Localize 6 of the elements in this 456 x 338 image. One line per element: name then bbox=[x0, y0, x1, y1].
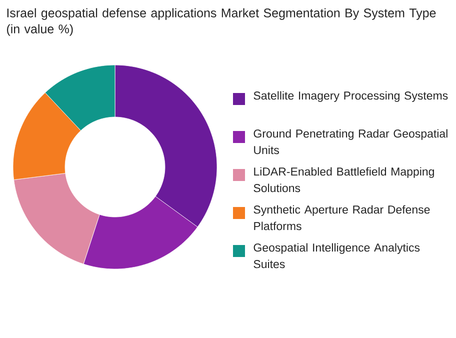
legend-label: Ground Penetrating Radar Geospatial Units bbox=[254, 129, 448, 154]
legend-label: Synthetic Aperture Radar Defense Platforms bbox=[254, 205, 430, 230]
chart-title: Israel geospatial defense applications Market Segmentation By System Type (in value %) bbox=[6, 8, 436, 36]
legend-label: Geospatial Intelligence Analytics Suites bbox=[254, 243, 420, 268]
legend-label: Satellite Imagery Processing Systems bbox=[254, 91, 448, 102]
legend-label: LiDAR-Enabled Battlefield Mapping Solutions bbox=[254, 167, 434, 192]
